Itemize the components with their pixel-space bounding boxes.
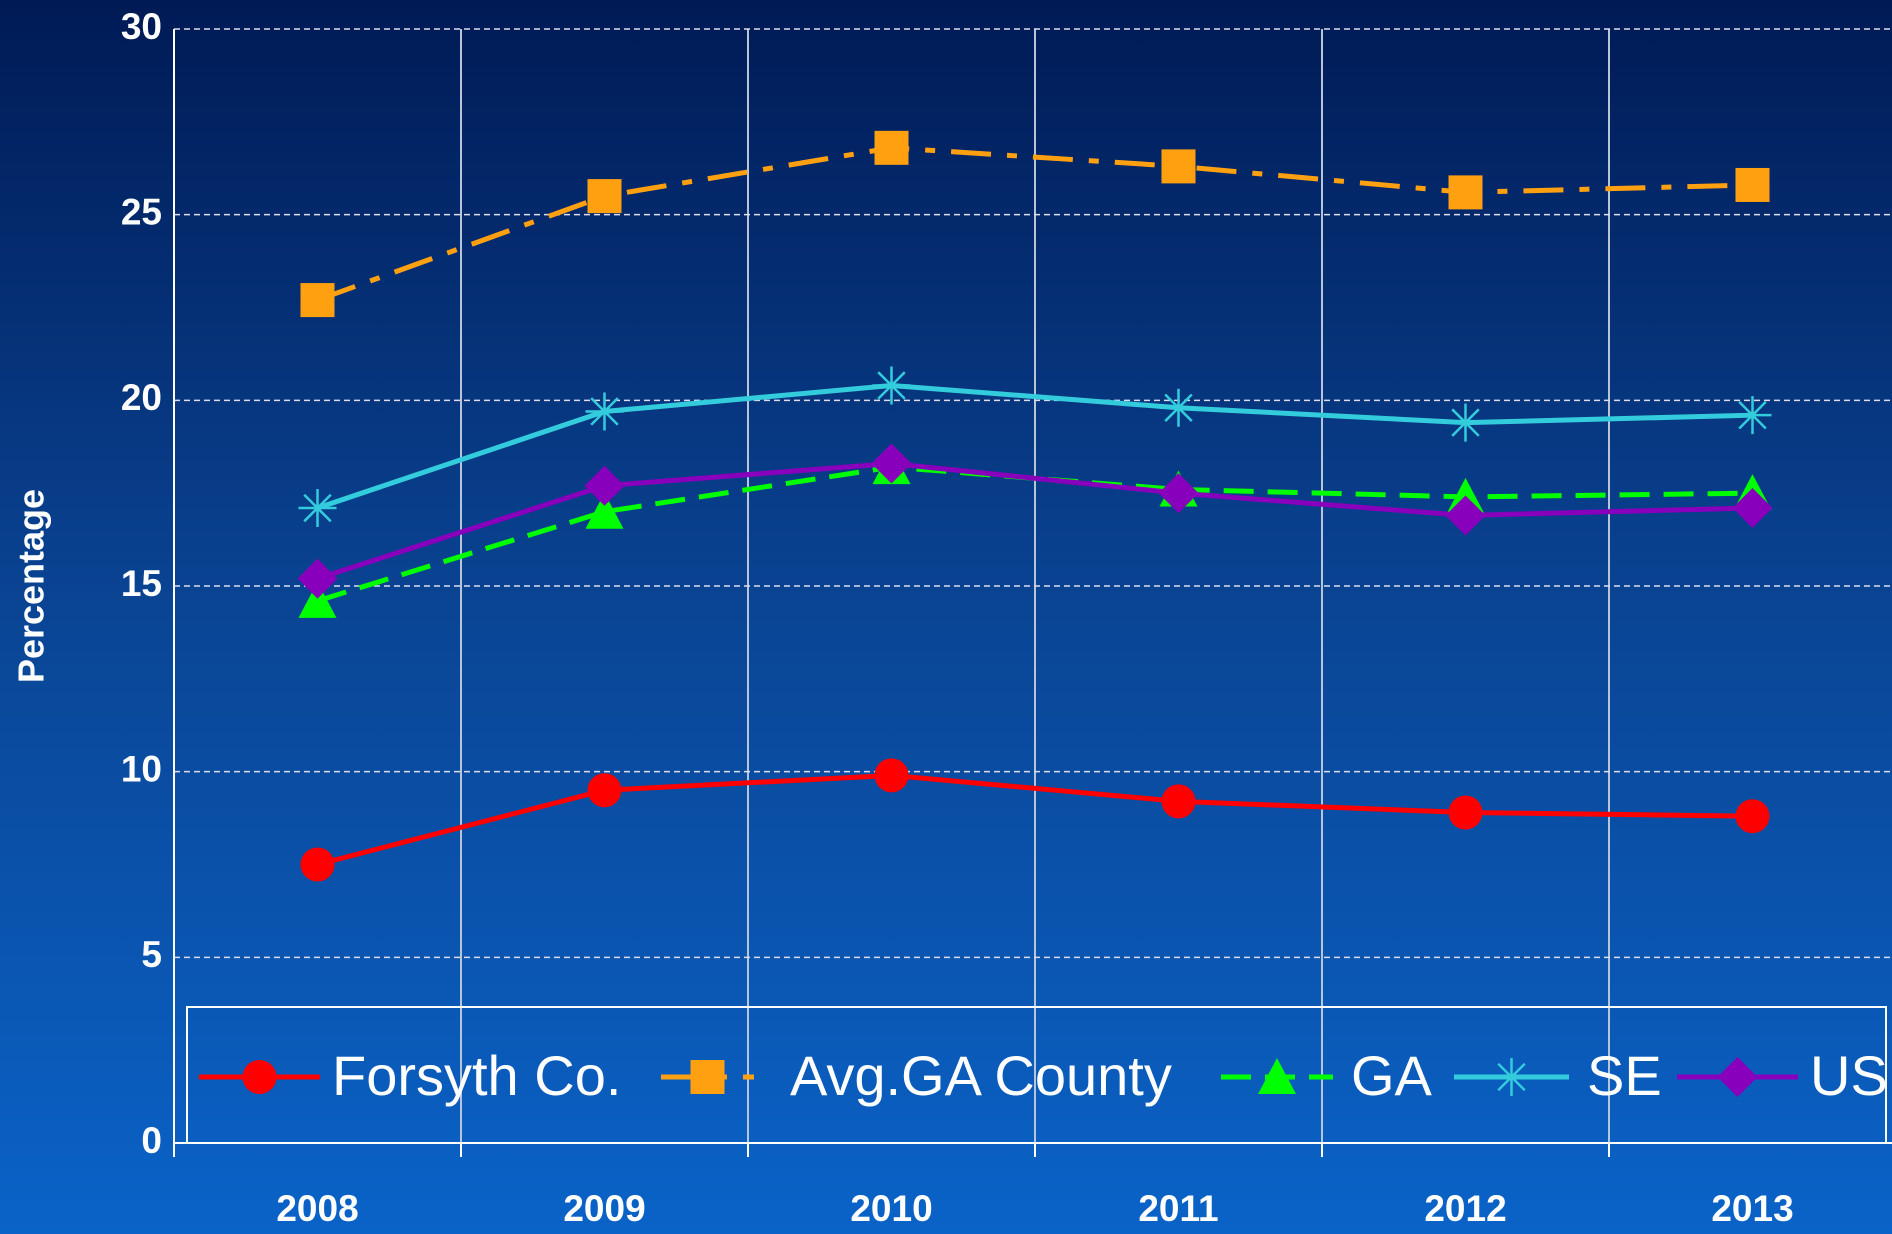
marker (298, 489, 337, 528)
marker (1445, 495, 1486, 536)
series-line (316, 460, 1753, 581)
marker (587, 773, 622, 808)
x-tick-label: 2009 (563, 1188, 645, 1229)
x-tick-label: 2011 (1138, 1188, 1218, 1229)
marker (1159, 388, 1198, 427)
x-tick-label: 2008 (276, 1188, 358, 1229)
legend-label: SE (1587, 1044, 1662, 1107)
marker (297, 558, 338, 599)
y-tick-label: 25 (121, 191, 162, 232)
marker (584, 465, 625, 506)
marker (1492, 1058, 1531, 1096)
marker (1158, 473, 1199, 514)
marker (298, 581, 337, 618)
y-tick-label: 20 (121, 377, 162, 418)
marker (690, 1060, 725, 1094)
y-tick-label: 10 (121, 748, 162, 789)
y-axis-label: Percentage (11, 489, 52, 683)
marker (242, 1060, 277, 1094)
marker (1161, 149, 1196, 184)
marker (585, 492, 624, 529)
x-tick-label: 2012 (1424, 1188, 1506, 1229)
marker (1735, 167, 1770, 202)
marker (1258, 1058, 1296, 1094)
marker (1735, 799, 1770, 834)
y-tick-label: 0 (141, 1120, 162, 1161)
legend-label: Avg.GA County (790, 1044, 1172, 1107)
series-line (316, 382, 1753, 511)
marker (1446, 403, 1485, 442)
legend-label: US (1810, 1044, 1888, 1107)
marker (300, 283, 335, 318)
marker (587, 179, 622, 214)
series-line (316, 464, 1753, 604)
x-tick-label: 2010 (850, 1188, 932, 1229)
legend-label: GA (1351, 1044, 1433, 1107)
legend-label: Forsyth Co. (332, 1044, 621, 1107)
legend-box (186, 1006, 1887, 1144)
series-line (316, 772, 1753, 867)
marker (1448, 175, 1483, 210)
x-tick-label: 2013 (1711, 1188, 1793, 1229)
marker (1448, 795, 1483, 830)
marker (1161, 784, 1196, 819)
marker (872, 366, 911, 405)
marker (1733, 396, 1772, 435)
marker (874, 758, 909, 793)
marker (1732, 488, 1773, 529)
marker (300, 847, 335, 882)
marker (585, 392, 624, 431)
y-tick-label: 30 (121, 6, 162, 47)
y-tick-label: 15 (121, 563, 162, 604)
series-line (316, 145, 1753, 303)
marker (871, 443, 912, 484)
marker (1717, 1057, 1758, 1097)
marker (874, 130, 909, 165)
y-tick-label: 5 (141, 934, 162, 975)
